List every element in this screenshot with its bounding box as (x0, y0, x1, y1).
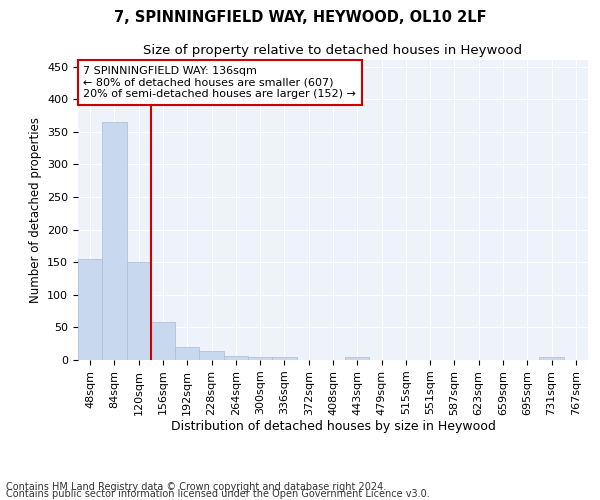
Text: 7, SPINNINGFIELD WAY, HEYWOOD, OL10 2LF: 7, SPINNINGFIELD WAY, HEYWOOD, OL10 2LF (113, 10, 487, 25)
Y-axis label: Number of detached properties: Number of detached properties (29, 117, 41, 303)
Bar (199, 351, 224, 360)
Text: Contains public sector information licensed under the Open Government Licence v3: Contains public sector information licen… (6, 489, 430, 499)
Bar (272, 356, 296, 360)
Bar (248, 358, 272, 360)
Bar (127, 262, 151, 360)
Title: Size of property relative to detached houses in Heywood: Size of property relative to detached ho… (143, 44, 523, 58)
Bar (151, 322, 175, 360)
Bar (345, 358, 370, 360)
X-axis label: Distribution of detached houses by size in Heywood: Distribution of detached houses by size … (170, 420, 496, 434)
Bar (102, 122, 127, 360)
Bar (539, 358, 564, 360)
Bar (224, 356, 248, 360)
Text: 7 SPINNINGFIELD WAY: 136sqm
← 80% of detached houses are smaller (607)
20% of se: 7 SPINNINGFIELD WAY: 136sqm ← 80% of det… (83, 66, 356, 99)
Bar (78, 259, 102, 360)
Bar (175, 347, 199, 360)
Text: Contains HM Land Registry data © Crown copyright and database right 2024.: Contains HM Land Registry data © Crown c… (6, 482, 386, 492)
